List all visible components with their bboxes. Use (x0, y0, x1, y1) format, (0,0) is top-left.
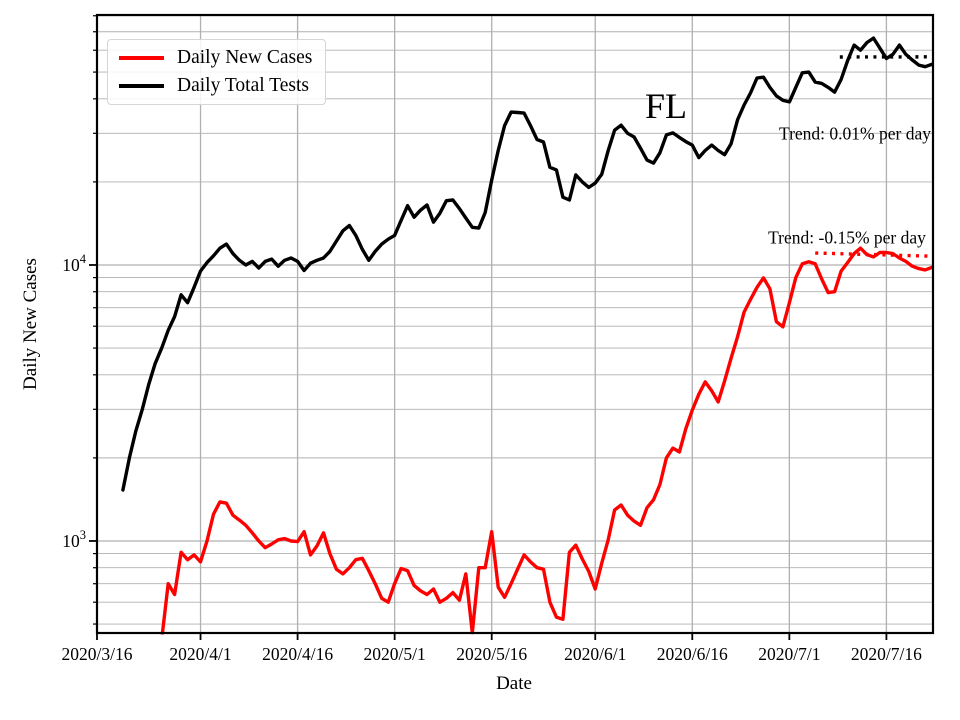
trend-dotted-line-new-cases (815, 251, 932, 258)
legend-swatch-black (119, 84, 164, 88)
x-tick-label: 2020/4/1 (169, 644, 231, 664)
legend-label: Daily New Cases (177, 47, 313, 69)
x-tick-label: 2020/6/16 (657, 644, 728, 664)
daily-total-tests-line (121, 36, 934, 492)
y-tick-label: 103 (62, 528, 86, 551)
x-axis-title: Date (496, 673, 532, 694)
y-axis: 103 104 (62, 15, 97, 625)
legend: Daily New Cases Daily Total Tests (107, 39, 326, 105)
x-tick-label: 2020/5/16 (456, 644, 527, 664)
legend-item-daily-total-tests: Daily Total Tests (119, 76, 325, 96)
x-tick-label: 2020/7/16 (851, 644, 922, 664)
x-tick-label: 2020/4/16 (262, 644, 333, 664)
trend-label-total-tests: Trend: 0.01% per day (779, 123, 931, 144)
trend-label-new-cases: Trend: -0.15% per day (768, 227, 926, 248)
x-tick-label: 2020/6/1 (564, 644, 626, 664)
daily-new-cases-line (160, 246, 934, 635)
gridlines (96, 15, 933, 633)
x-tick-label: 2020/5/1 (364, 644, 426, 664)
legend-swatch-red (119, 56, 164, 60)
x-tick-label: 2020/7/1 (758, 644, 820, 664)
y-tick-label: 104 (62, 252, 87, 275)
axes-border (95, 13, 935, 635)
state-label: FL (644, 86, 688, 126)
y-axis-title: Daily New Cases (20, 258, 41, 390)
legend-label: Daily Total Tests (177, 75, 309, 97)
legend-item-daily-new-cases: Daily New Cases (119, 48, 325, 68)
x-tick-label: 2020/3/16 (62, 644, 133, 664)
x-axis: 2020/3/16 2020/4/1 2020/4/16 2020/5/1 2020/5… (62, 633, 922, 664)
